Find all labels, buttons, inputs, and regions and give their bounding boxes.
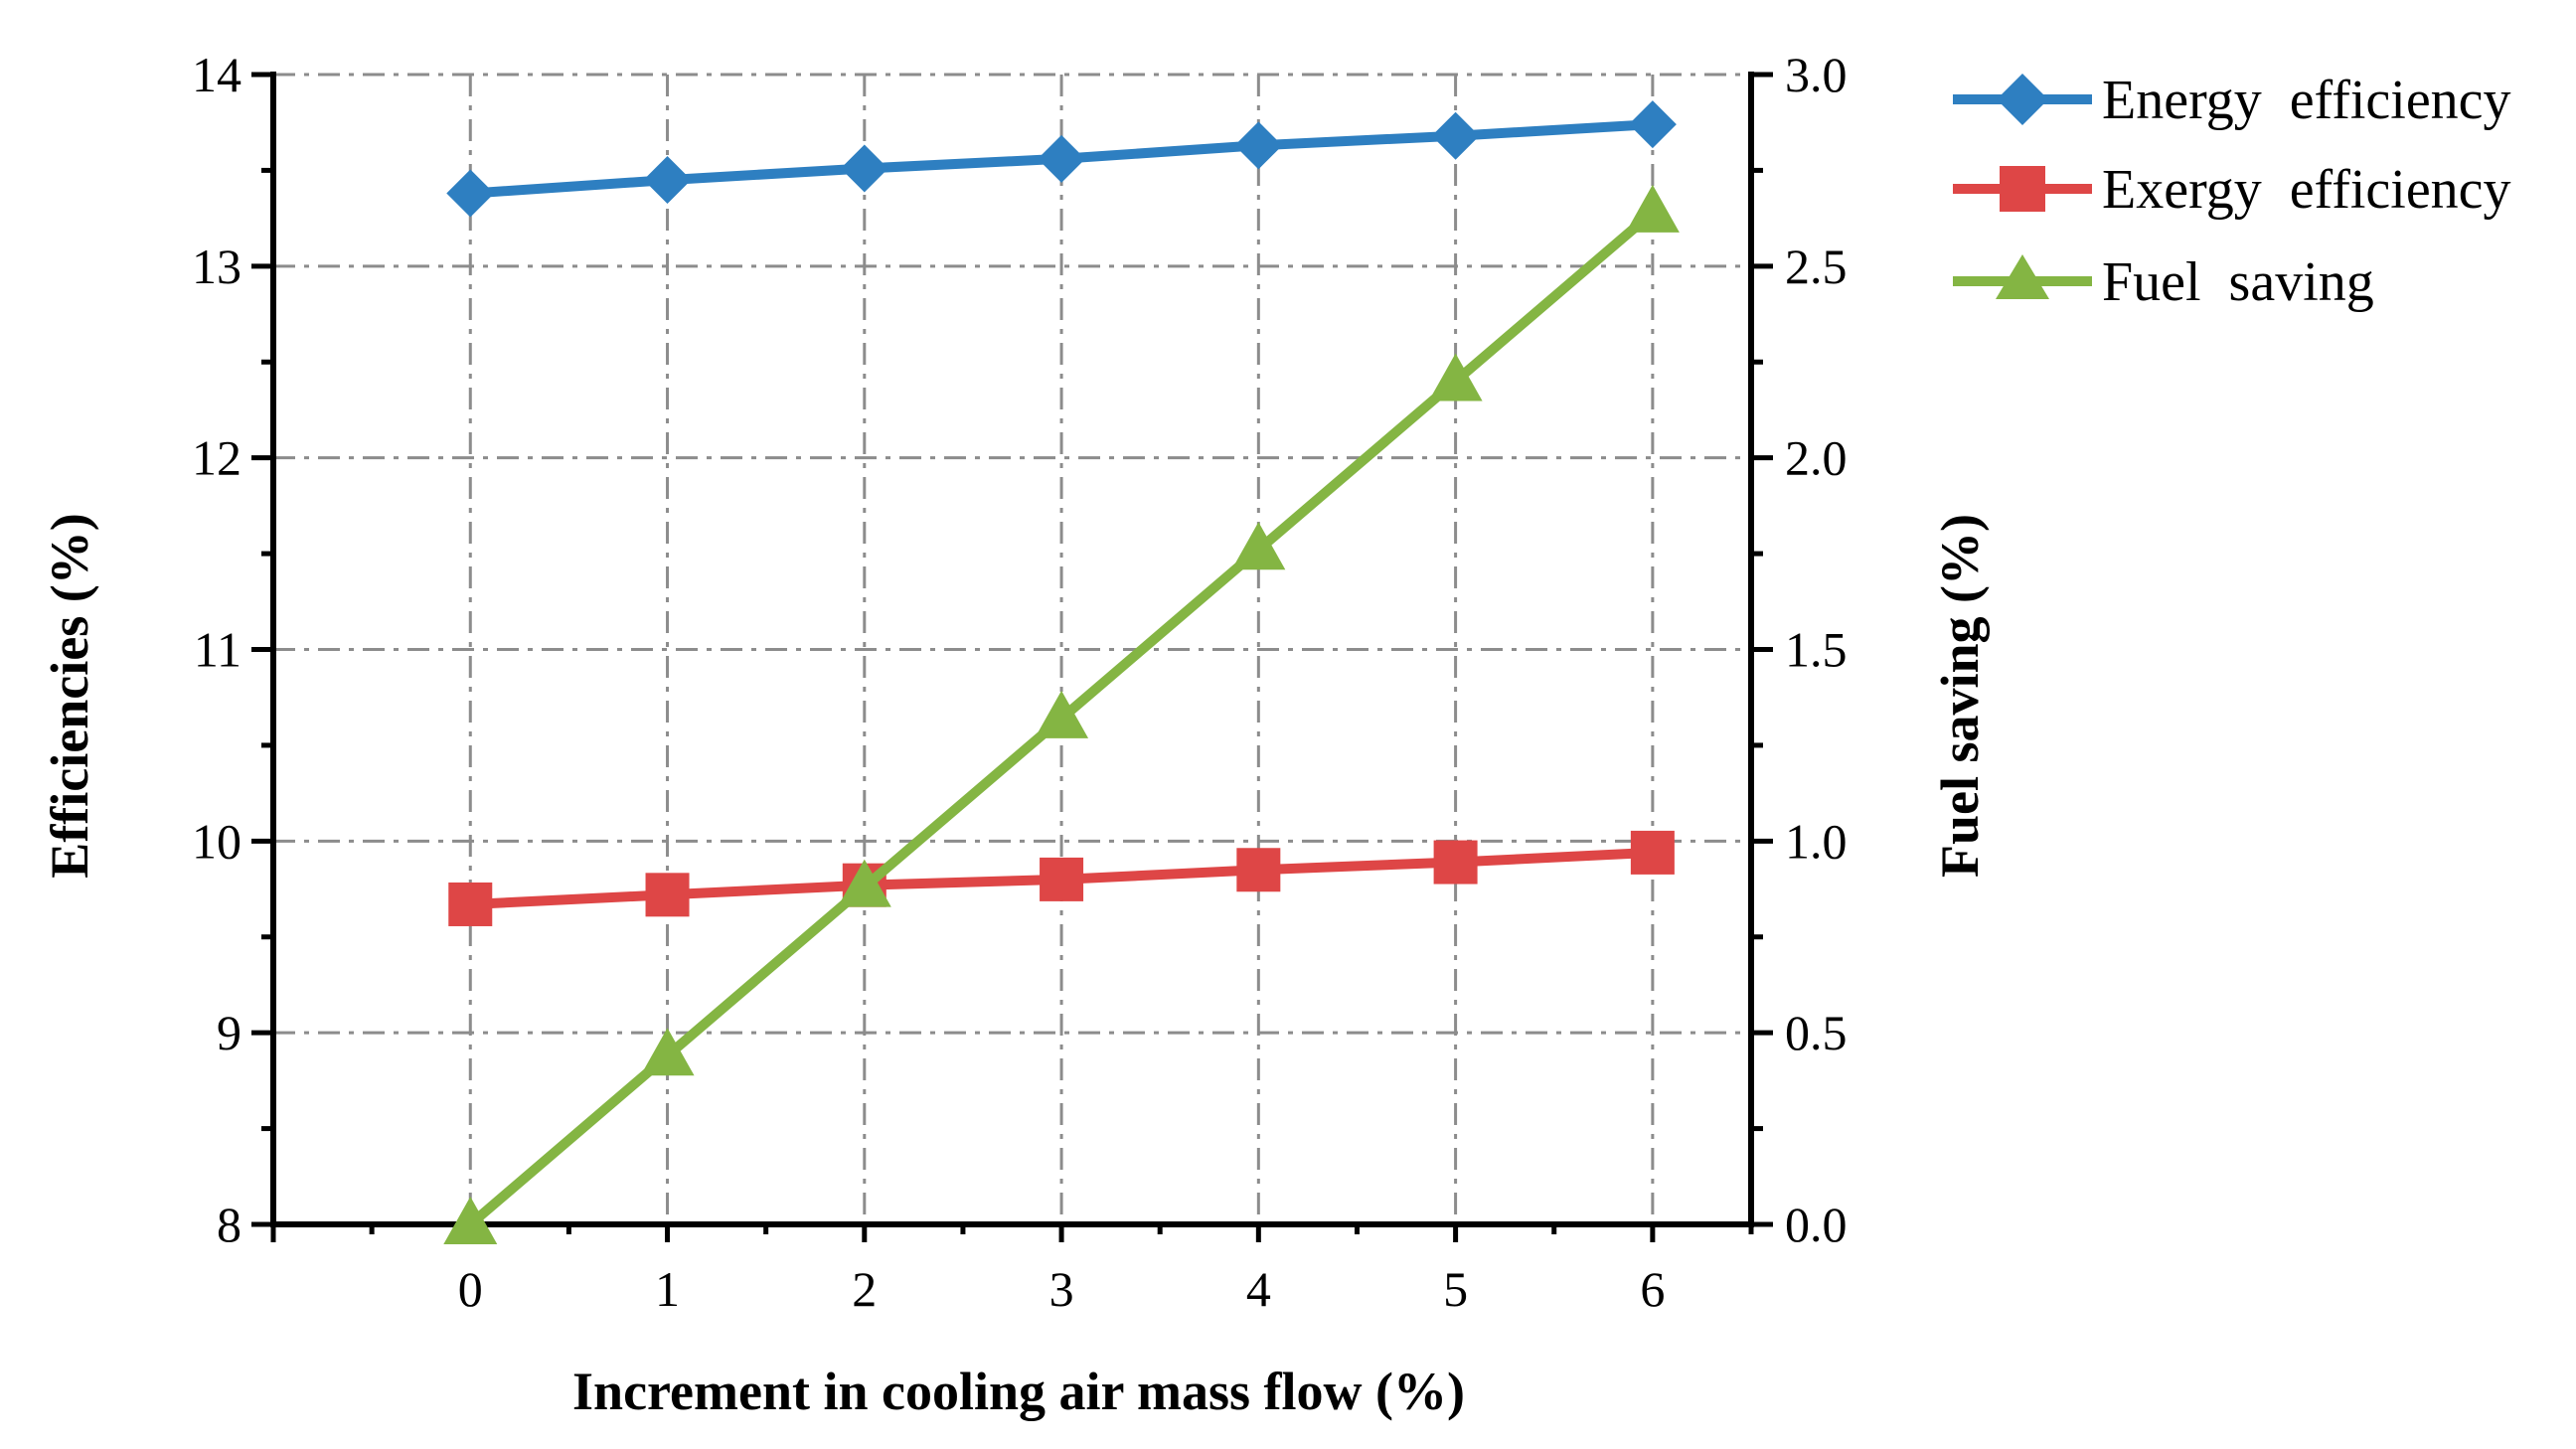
y-left-tick-label: 10 bbox=[192, 813, 242, 869]
data-point-exergy-efficiency bbox=[1236, 848, 1281, 892]
y-left-tick-label: 9 bbox=[217, 1005, 242, 1060]
y-right-tick-label: 3.0 bbox=[1785, 47, 1848, 102]
legend-label-exergy: Exergy efficiency bbox=[2102, 159, 2511, 221]
data-point-exergy-efficiency bbox=[1630, 830, 1675, 875]
data-point-exergy-efficiency bbox=[1040, 857, 1084, 901]
series-energy-efficiency bbox=[446, 100, 1677, 218]
legend-marker-triangle bbox=[1996, 254, 2049, 299]
series-fuel-saving bbox=[443, 184, 1680, 1244]
x-axis-title: Increment in cooling air mass flow (%) bbox=[572, 1362, 1465, 1421]
legend-label-energy: Energy efficiency bbox=[2102, 70, 2511, 131]
legend-item-energy: Energy efficiency bbox=[1953, 70, 2511, 131]
x-tick-label: 1 bbox=[655, 1261, 680, 1317]
data-point-exergy-efficiency bbox=[1433, 840, 1478, 885]
data-point-fuel-saving bbox=[1428, 353, 1483, 402]
data-point-energy-efficiency bbox=[1431, 111, 1480, 160]
y-right-tick-label: 2.5 bbox=[1785, 239, 1848, 294]
data-point-fuel-saving bbox=[1035, 690, 1089, 738]
data-point-fuel-saving bbox=[443, 1197, 498, 1244]
legend-marker-diamond bbox=[1997, 74, 2048, 125]
y-left-tick-label: 13 bbox=[192, 239, 242, 294]
x-tick-label: 6 bbox=[1640, 1261, 1665, 1317]
x-tick-label: 3 bbox=[1049, 1261, 1074, 1317]
legend-marker-square bbox=[2000, 166, 2045, 212]
data-point-exergy-efficiency bbox=[448, 882, 493, 926]
y-left-tick-label: 12 bbox=[192, 430, 242, 486]
y-left-tick-label: 14 bbox=[192, 47, 242, 102]
y-right-tick-label: 1.5 bbox=[1785, 622, 1848, 678]
legend-item-exergy: Exergy efficiency bbox=[1953, 159, 2511, 221]
y-left-tick-label: 8 bbox=[217, 1197, 242, 1252]
data-point-exergy-efficiency bbox=[645, 873, 690, 917]
data-point-fuel-saving bbox=[837, 859, 891, 907]
data-point-energy-efficiency bbox=[1628, 100, 1677, 149]
axes bbox=[251, 72, 1773, 1242]
x-tick-label: 4 bbox=[1246, 1261, 1271, 1317]
legend-item-fuel: Fuel saving bbox=[1953, 251, 2374, 313]
plot-series bbox=[443, 100, 1680, 1244]
grid-lines bbox=[273, 73, 1751, 1224]
data-point-energy-efficiency bbox=[1038, 134, 1086, 183]
data-point-energy-efficiency bbox=[1234, 121, 1283, 170]
x-tick-label: 2 bbox=[852, 1261, 877, 1317]
y-right-tick-label: 2.0 bbox=[1785, 430, 1848, 486]
x-tick-label: 0 bbox=[458, 1261, 483, 1317]
data-point-energy-efficiency bbox=[643, 156, 692, 205]
data-point-fuel-saving bbox=[640, 1028, 695, 1076]
data-point-fuel-saving bbox=[1231, 522, 1286, 570]
y-right-tick-label: 0.0 bbox=[1785, 1197, 1848, 1252]
data-point-energy-efficiency bbox=[446, 169, 495, 218]
legend-label-fuel: Fuel saving bbox=[2102, 251, 2374, 313]
x-tick-label: 5 bbox=[1443, 1261, 1468, 1317]
data-point-fuel-saving bbox=[1625, 184, 1680, 233]
y-right-tick-label: 0.5 bbox=[1785, 1005, 1848, 1060]
y-left-axis-title: Efficiencies (%) bbox=[40, 513, 99, 878]
y-left-tick-label: 11 bbox=[194, 622, 242, 678]
y-right-axis-title: Fuel saving (%) bbox=[1930, 514, 1990, 878]
legend: Energy efficiency Exergy efficiency Fuel… bbox=[1953, 70, 2511, 313]
data-point-energy-efficiency bbox=[840, 144, 888, 193]
y-right-tick-label: 1.0 bbox=[1785, 813, 1848, 869]
